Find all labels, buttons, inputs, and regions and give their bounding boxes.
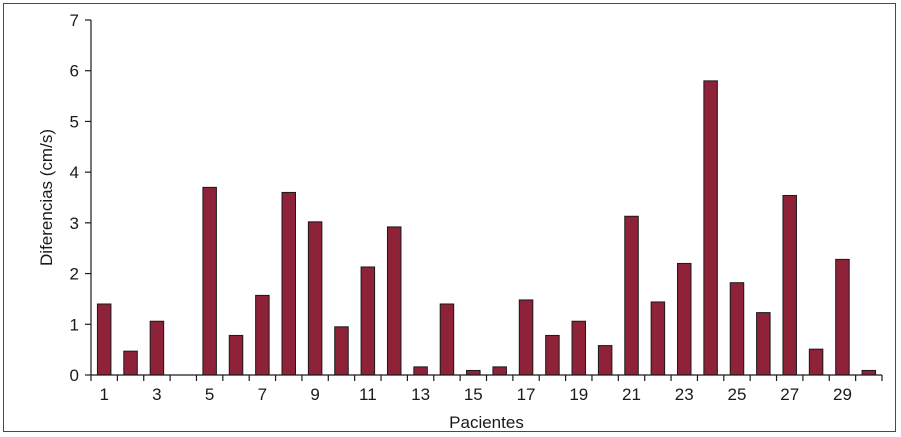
bar-patient-18 bbox=[545, 334, 560, 376]
bar-patient-9 bbox=[307, 221, 323, 376]
bar-patient-11 bbox=[360, 266, 376, 376]
x-tick-label: 19 bbox=[569, 385, 588, 404]
bar-patient-24 bbox=[703, 80, 718, 376]
bar-patient-26 bbox=[756, 312, 771, 376]
bar-patient-20 bbox=[597, 345, 613, 376]
y-tick-label: 7 bbox=[70, 11, 79, 30]
x-tick-label: 17 bbox=[517, 385, 536, 404]
bars-group bbox=[96, 80, 877, 376]
x-tick-label: 15 bbox=[464, 385, 483, 404]
x-tick-label: 21 bbox=[622, 385, 641, 404]
bar-patient-17 bbox=[518, 299, 534, 376]
x-tick-label: 25 bbox=[728, 385, 747, 404]
x-axis-title: Pacientes bbox=[449, 413, 524, 432]
bar-patient-3 bbox=[149, 320, 165, 376]
x-tick-label: 27 bbox=[780, 385, 799, 404]
y-tick-label: 4 bbox=[70, 163, 79, 182]
x-tick-label: 3 bbox=[152, 385, 161, 404]
y-tick-label: 5 bbox=[70, 112, 79, 131]
y-axis: 0 1 2 3 4 5 6 7 bbox=[70, 11, 92, 385]
y-tick-label: 3 bbox=[70, 214, 79, 233]
y-axis-title: Diferencias (cm/s) bbox=[37, 129, 56, 266]
x-tick-label: 11 bbox=[359, 385, 377, 404]
bar-patient-10 bbox=[334, 326, 349, 376]
x-tick-label: 7 bbox=[258, 385, 267, 404]
x-tick-label: 9 bbox=[310, 385, 319, 404]
y-tick-label: 6 bbox=[70, 62, 79, 81]
y-tick-label: 2 bbox=[70, 265, 79, 284]
bar-patient-8 bbox=[281, 191, 296, 376]
bar-patient-16 bbox=[492, 366, 507, 376]
bar-patient-25 bbox=[729, 282, 745, 376]
y-tick-label: 0 bbox=[70, 366, 79, 385]
bar-patient-29 bbox=[835, 258, 850, 376]
x-tick-label: 13 bbox=[411, 385, 430, 404]
bar-patient-5 bbox=[202, 186, 217, 376]
bar-patient-23 bbox=[677, 262, 692, 376]
bar-patient-7 bbox=[255, 294, 270, 376]
x-tick-label: 1 bbox=[99, 385, 108, 404]
bar-patient-13 bbox=[413, 366, 428, 376]
y-tick-label: 1 bbox=[70, 315, 79, 334]
bar-patient-12 bbox=[386, 226, 402, 376]
bar-patient-2 bbox=[123, 350, 138, 376]
bar-patient-19 bbox=[571, 320, 587, 376]
x-axis: 1 3 5 7 9 11 13 15 17 19 21 23 25 27 29 bbox=[90, 374, 883, 404]
x-tick-label: 29 bbox=[833, 385, 852, 404]
bar-patient-30 bbox=[861, 369, 877, 376]
x-tick-label: 5 bbox=[205, 385, 214, 404]
bar-patient-28 bbox=[808, 348, 824, 376]
bar-patient-14 bbox=[439, 303, 455, 376]
bar-patient-1 bbox=[96, 303, 112, 376]
bar-patient-22 bbox=[650, 301, 666, 376]
bar-patient-15 bbox=[466, 369, 481, 376]
x-tick-label: 23 bbox=[675, 385, 694, 404]
bar-patient-6 bbox=[228, 334, 244, 376]
bar-patient-21 bbox=[624, 215, 639, 376]
bar-patient-27 bbox=[782, 194, 797, 376]
